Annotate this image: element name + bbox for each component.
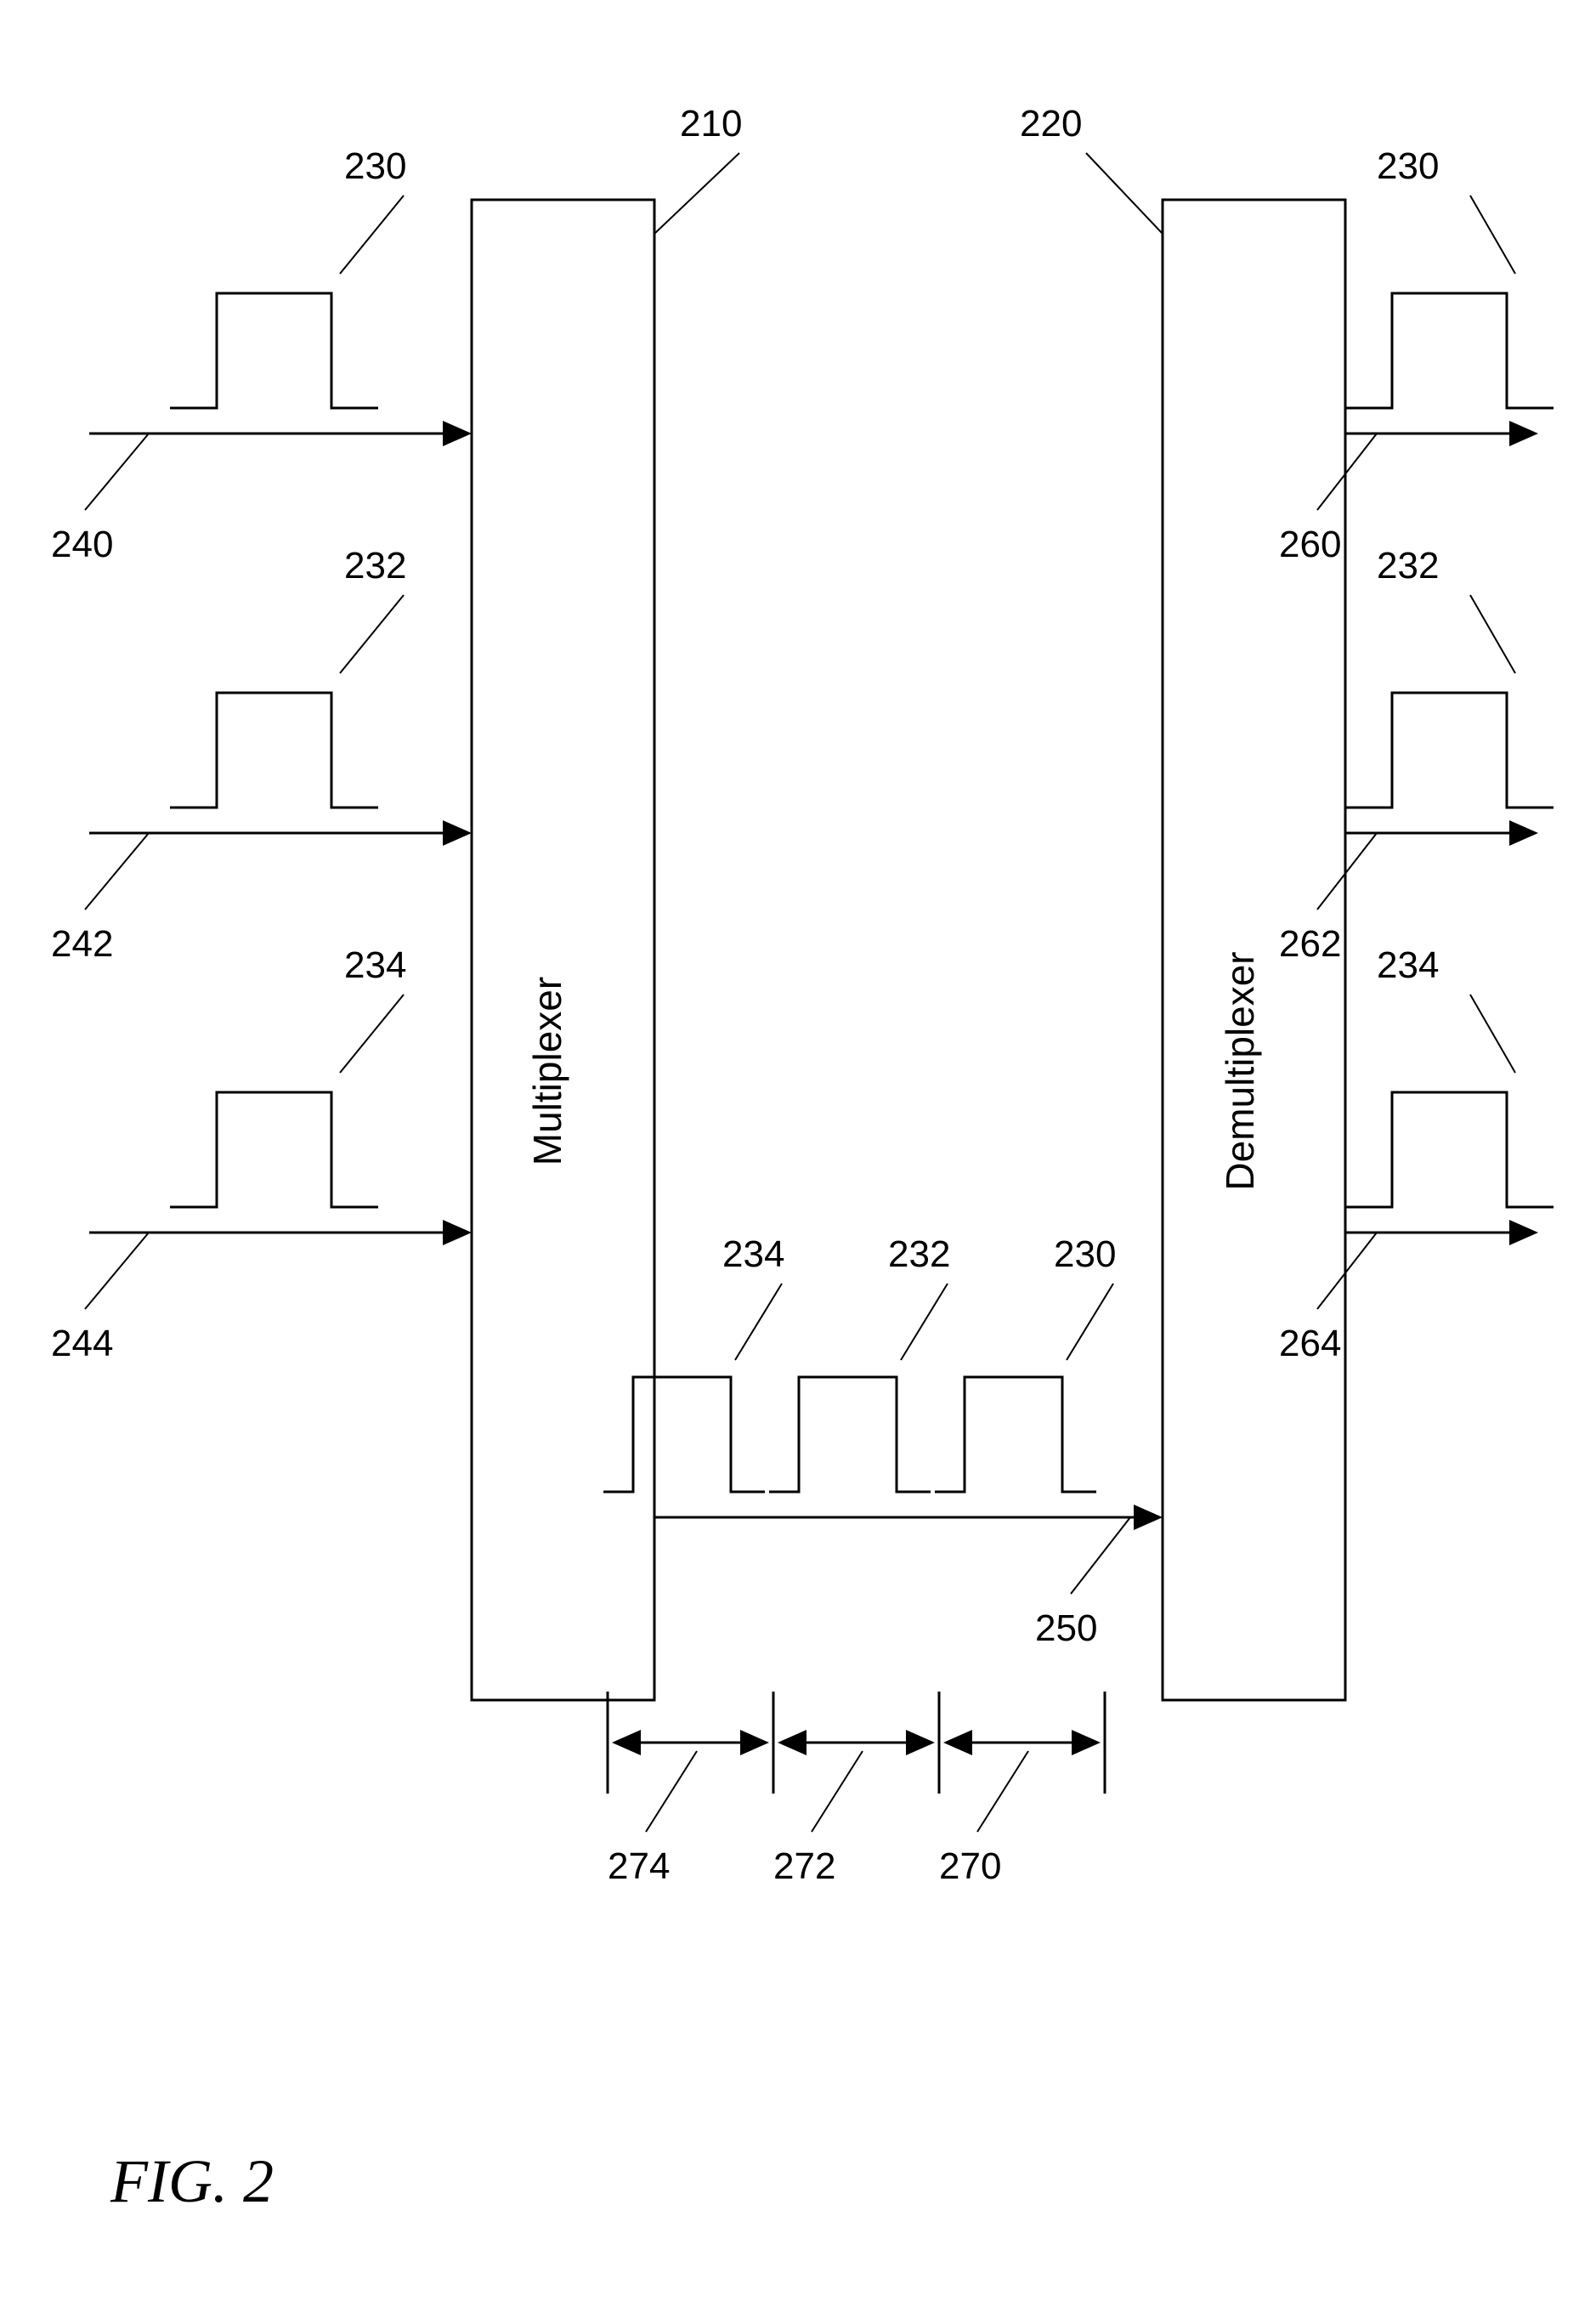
output-line-mid-ref: 262 (1279, 923, 1341, 965)
time-slots: 274 272 270 (608, 1692, 1105, 1887)
demultiplexer-label: Demultiplexer (1218, 951, 1262, 1190)
output-pulse-mid-ref: 232 (1377, 545, 1439, 587)
input-line-top-ref: 240 (51, 524, 113, 565)
mux-pulse-mid-ref: 232 (888, 1233, 950, 1275)
mux-pulse-left-ref: 234 (722, 1233, 784, 1275)
multiplexer-block: 210 Multiplexer (472, 103, 742, 1700)
output-line-top-ref: 260 (1279, 524, 1341, 565)
slot-mid-ref: 272 (773, 1845, 835, 1887)
input-lines: 230 240 232 242 234 244 (51, 145, 472, 1364)
input-pulse-mid-ref: 232 (344, 545, 406, 587)
figure-label: FIG. 2 (110, 2147, 274, 2215)
mux-link: 230 232 234 250 (603, 1233, 1163, 1649)
slot-left-ref: 274 (608, 1845, 670, 1887)
slot-right-ref: 270 (939, 1845, 1001, 1887)
mux-pulse-right-ref: 230 (1054, 1233, 1116, 1275)
demultiplexer-block: 220 Demultiplexer (1020, 103, 1345, 1700)
input-pulse-top-ref: 230 (344, 145, 406, 187)
output-lines: 230 260 232 262 234 264 (1279, 145, 1554, 1364)
output-line-bot-ref: 264 (1279, 1323, 1341, 1364)
mux-link-ref: 250 (1035, 1607, 1097, 1649)
multiplexer-label: Multiplexer (525, 977, 569, 1165)
multiplexer-ref: 210 (680, 103, 742, 145)
input-line-mid-ref: 242 (51, 923, 113, 965)
input-pulse-bot-ref: 234 (344, 944, 406, 986)
output-pulse-bot-ref: 234 (1377, 944, 1439, 986)
input-line-bot-ref: 244 (51, 1323, 113, 1364)
demultiplexer-ref: 220 (1020, 103, 1082, 145)
output-pulse-top-ref: 230 (1377, 145, 1439, 187)
